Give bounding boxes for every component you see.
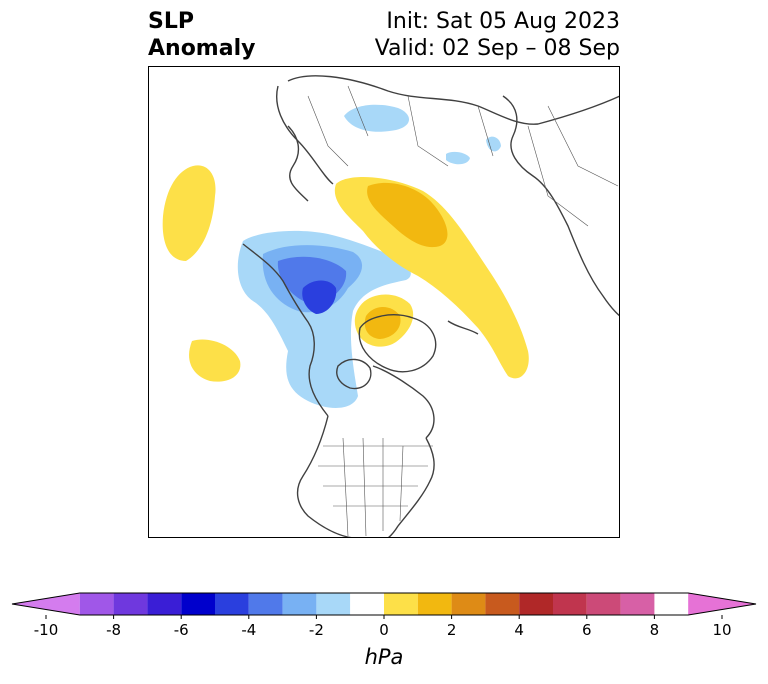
colorbar-tick-label: 6: [582, 621, 592, 639]
positive-anomaly-pacific-north: [162, 165, 216, 261]
positive-anomaly-pacific-south: [189, 339, 241, 382]
colorbar-swatch: [451, 593, 486, 615]
colorbar-swatch: [181, 593, 215, 615]
colorbar-swatch: [485, 593, 520, 615]
negative-anomaly-alaska: [237, 230, 411, 408]
colorbar-swatch: [282, 593, 317, 615]
negative-anomaly-europe: [344, 104, 501, 165]
colorbar-swatch: [12, 593, 80, 615]
colorbar-swatch: [147, 593, 182, 615]
colorbar-swatch: [79, 593, 114, 615]
colorbar-swatch: [586, 593, 621, 615]
colorbar-swatch: [417, 593, 452, 615]
colorbar-swatch: [215, 593, 249, 615]
colorbar-segments: [11, 592, 757, 616]
valid-range: Valid: 02 Sep – 08 Sep: [374, 36, 620, 61]
slp-anomaly-map: [148, 66, 620, 538]
positive-anomaly-greenland: [354, 294, 414, 347]
coastlines: [242, 75, 620, 538]
colorbar-swatch: [620, 593, 655, 615]
colorbar-tick-label: 8: [650, 621, 660, 639]
colorbar-swatch: [688, 593, 756, 615]
colorbar-swatch: [519, 593, 553, 615]
colorbar-swatch: [350, 593, 384, 615]
colorbar-tick-label: -8: [106, 621, 121, 639]
colorbar-tick-label: 0: [379, 621, 389, 639]
colorbar-tick-label: -10: [34, 621, 59, 639]
positive-anomaly-siberia: [334, 176, 529, 379]
init-date: Init: Sat 05 Aug 2023: [386, 9, 620, 34]
variable-title-line2: Anomaly: [148, 36, 256, 61]
colorbar-swatch: [113, 593, 148, 615]
variable-title-line1: SLP: [148, 9, 194, 34]
colorbar-tick-label: -4: [241, 621, 256, 639]
colorbar-tick-label: 4: [514, 621, 524, 639]
colorbar-swatch: [248, 593, 283, 615]
colorbar-ticks: -10 -8 -6 -4 -2 0 2 4 6 8 10: [34, 615, 732, 639]
colorbar-tick-label: 10: [712, 621, 731, 639]
country-borders: [307, 85, 619, 537]
colorbar-tick-label: 2: [447, 621, 457, 639]
map-frame: [148, 66, 620, 538]
colorbar-unit-label: hPa: [364, 645, 404, 669]
variable-title: SLP Anomaly: [148, 8, 255, 62]
colorbar-swatch: [553, 593, 587, 615]
colorbar-outline: [11, 592, 757, 616]
colorbar-swatch: [316, 593, 351, 615]
colorbar-swatch: [384, 593, 418, 615]
date-info: Init: Sat 05 Aug 2023 Valid: 02 Sep – 08…: [375, 8, 620, 62]
colorbar-tick-label: -6: [174, 621, 189, 639]
colorbar-tick-label: -2: [309, 621, 324, 639]
colorbar: -10 -8 -6 -4 -2 0 2 4 6 8 10: [11, 592, 757, 639]
